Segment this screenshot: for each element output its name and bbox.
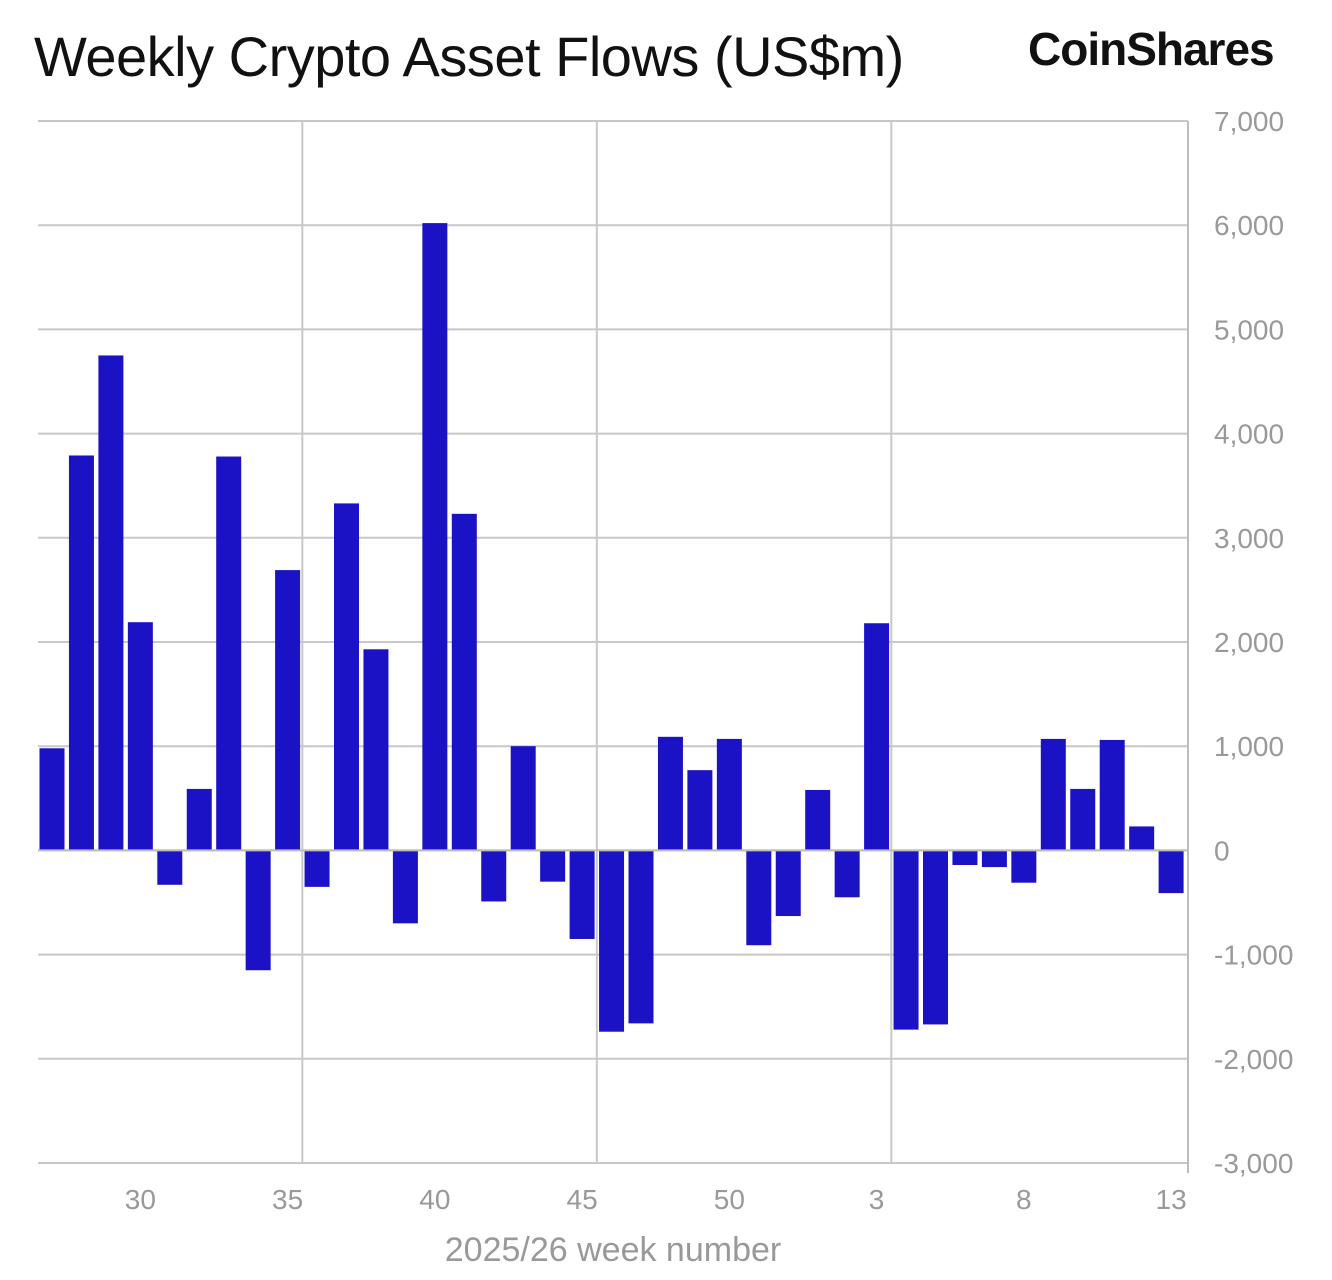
bar-week-29 (98, 355, 124, 851)
y-tick-label: 3,000 (1214, 523, 1284, 554)
bar-week-4 (893, 850, 919, 1030)
bar-week-47 (628, 850, 654, 1024)
bar-week-46 (599, 850, 625, 1032)
bar-week-36 (304, 850, 330, 887)
coinshares-logo: CoinShares (1028, 23, 1275, 75)
y-tick-label: -1,000 (1214, 940, 1293, 971)
bar-week-39 (392, 850, 418, 924)
bar-week-12 (1129, 826, 1155, 851)
x-tick-label: 35 (272, 1184, 303, 1215)
x-tick-label: 8 (1016, 1184, 1032, 1215)
y-tick-label: 0 (1214, 835, 1230, 866)
bar-week-32 (186, 788, 212, 851)
x-axis-label: 2025/26 week number (445, 1231, 781, 1269)
y-tick-label: 5,000 (1214, 314, 1284, 345)
x-tick-label: 45 (567, 1184, 598, 1215)
bar-week-13 (1158, 850, 1184, 894)
y-tick-label: -3,000 (1214, 1148, 1293, 1179)
x-tick-label: 3 (869, 1184, 885, 1215)
bar-week-45 (569, 850, 595, 939)
x-tick-label: 50 (714, 1184, 745, 1215)
bar-week-1 (805, 789, 831, 851)
bar-week-28 (68, 455, 94, 851)
bar-week-38 (363, 649, 389, 851)
bar-week-31 (157, 850, 183, 885)
bar-week-35 (275, 570, 301, 851)
bar-week-41 (451, 513, 477, 851)
bar-week-37 (334, 503, 359, 851)
bar-week-10 (1070, 788, 1096, 851)
y-tick-label: 6,000 (1214, 210, 1284, 241)
bar-week-42 (481, 850, 507, 902)
chart-title: Weekly Crypto Asset Flows (US$m) (34, 25, 904, 88)
bar-week-33 (216, 456, 242, 851)
bar-week-43 (510, 746, 536, 851)
bar-week-9 (1040, 738, 1066, 851)
bar-week-44 (540, 850, 566, 882)
bar-week-30 (127, 622, 153, 851)
y-tick-label: 7,000 (1214, 106, 1284, 137)
x-tick-label: 40 (419, 1184, 450, 1215)
bar-week-5 (923, 850, 948, 1025)
bar-week-7 (981, 850, 1007, 868)
bar-week-3 (864, 623, 890, 851)
y-tick-label: 4,000 (1214, 419, 1284, 450)
y-tick-label: 1,000 (1214, 731, 1284, 762)
bar-week-52 (775, 850, 801, 917)
x-tick-label: 13 (1156, 1184, 1187, 1215)
x-tick-label: 30 (125, 1184, 156, 1215)
bar-week-11 (1099, 739, 1125, 851)
bar-week-2 (834, 850, 860, 898)
bar-week-49 (687, 770, 713, 851)
y-tick-label: 2,000 (1214, 627, 1284, 658)
bar-week-51 (746, 850, 772, 946)
bar-week-8 (1011, 850, 1037, 883)
bar-week-40 (422, 223, 448, 851)
bar-week-6 (952, 850, 978, 865)
bar-week-50 (716, 738, 742, 851)
bar-week-34 (245, 850, 271, 971)
bar-week-48 (657, 736, 683, 851)
bar-week-27 (39, 748, 65, 851)
y-tick-label: -2,000 (1214, 1044, 1293, 1075)
